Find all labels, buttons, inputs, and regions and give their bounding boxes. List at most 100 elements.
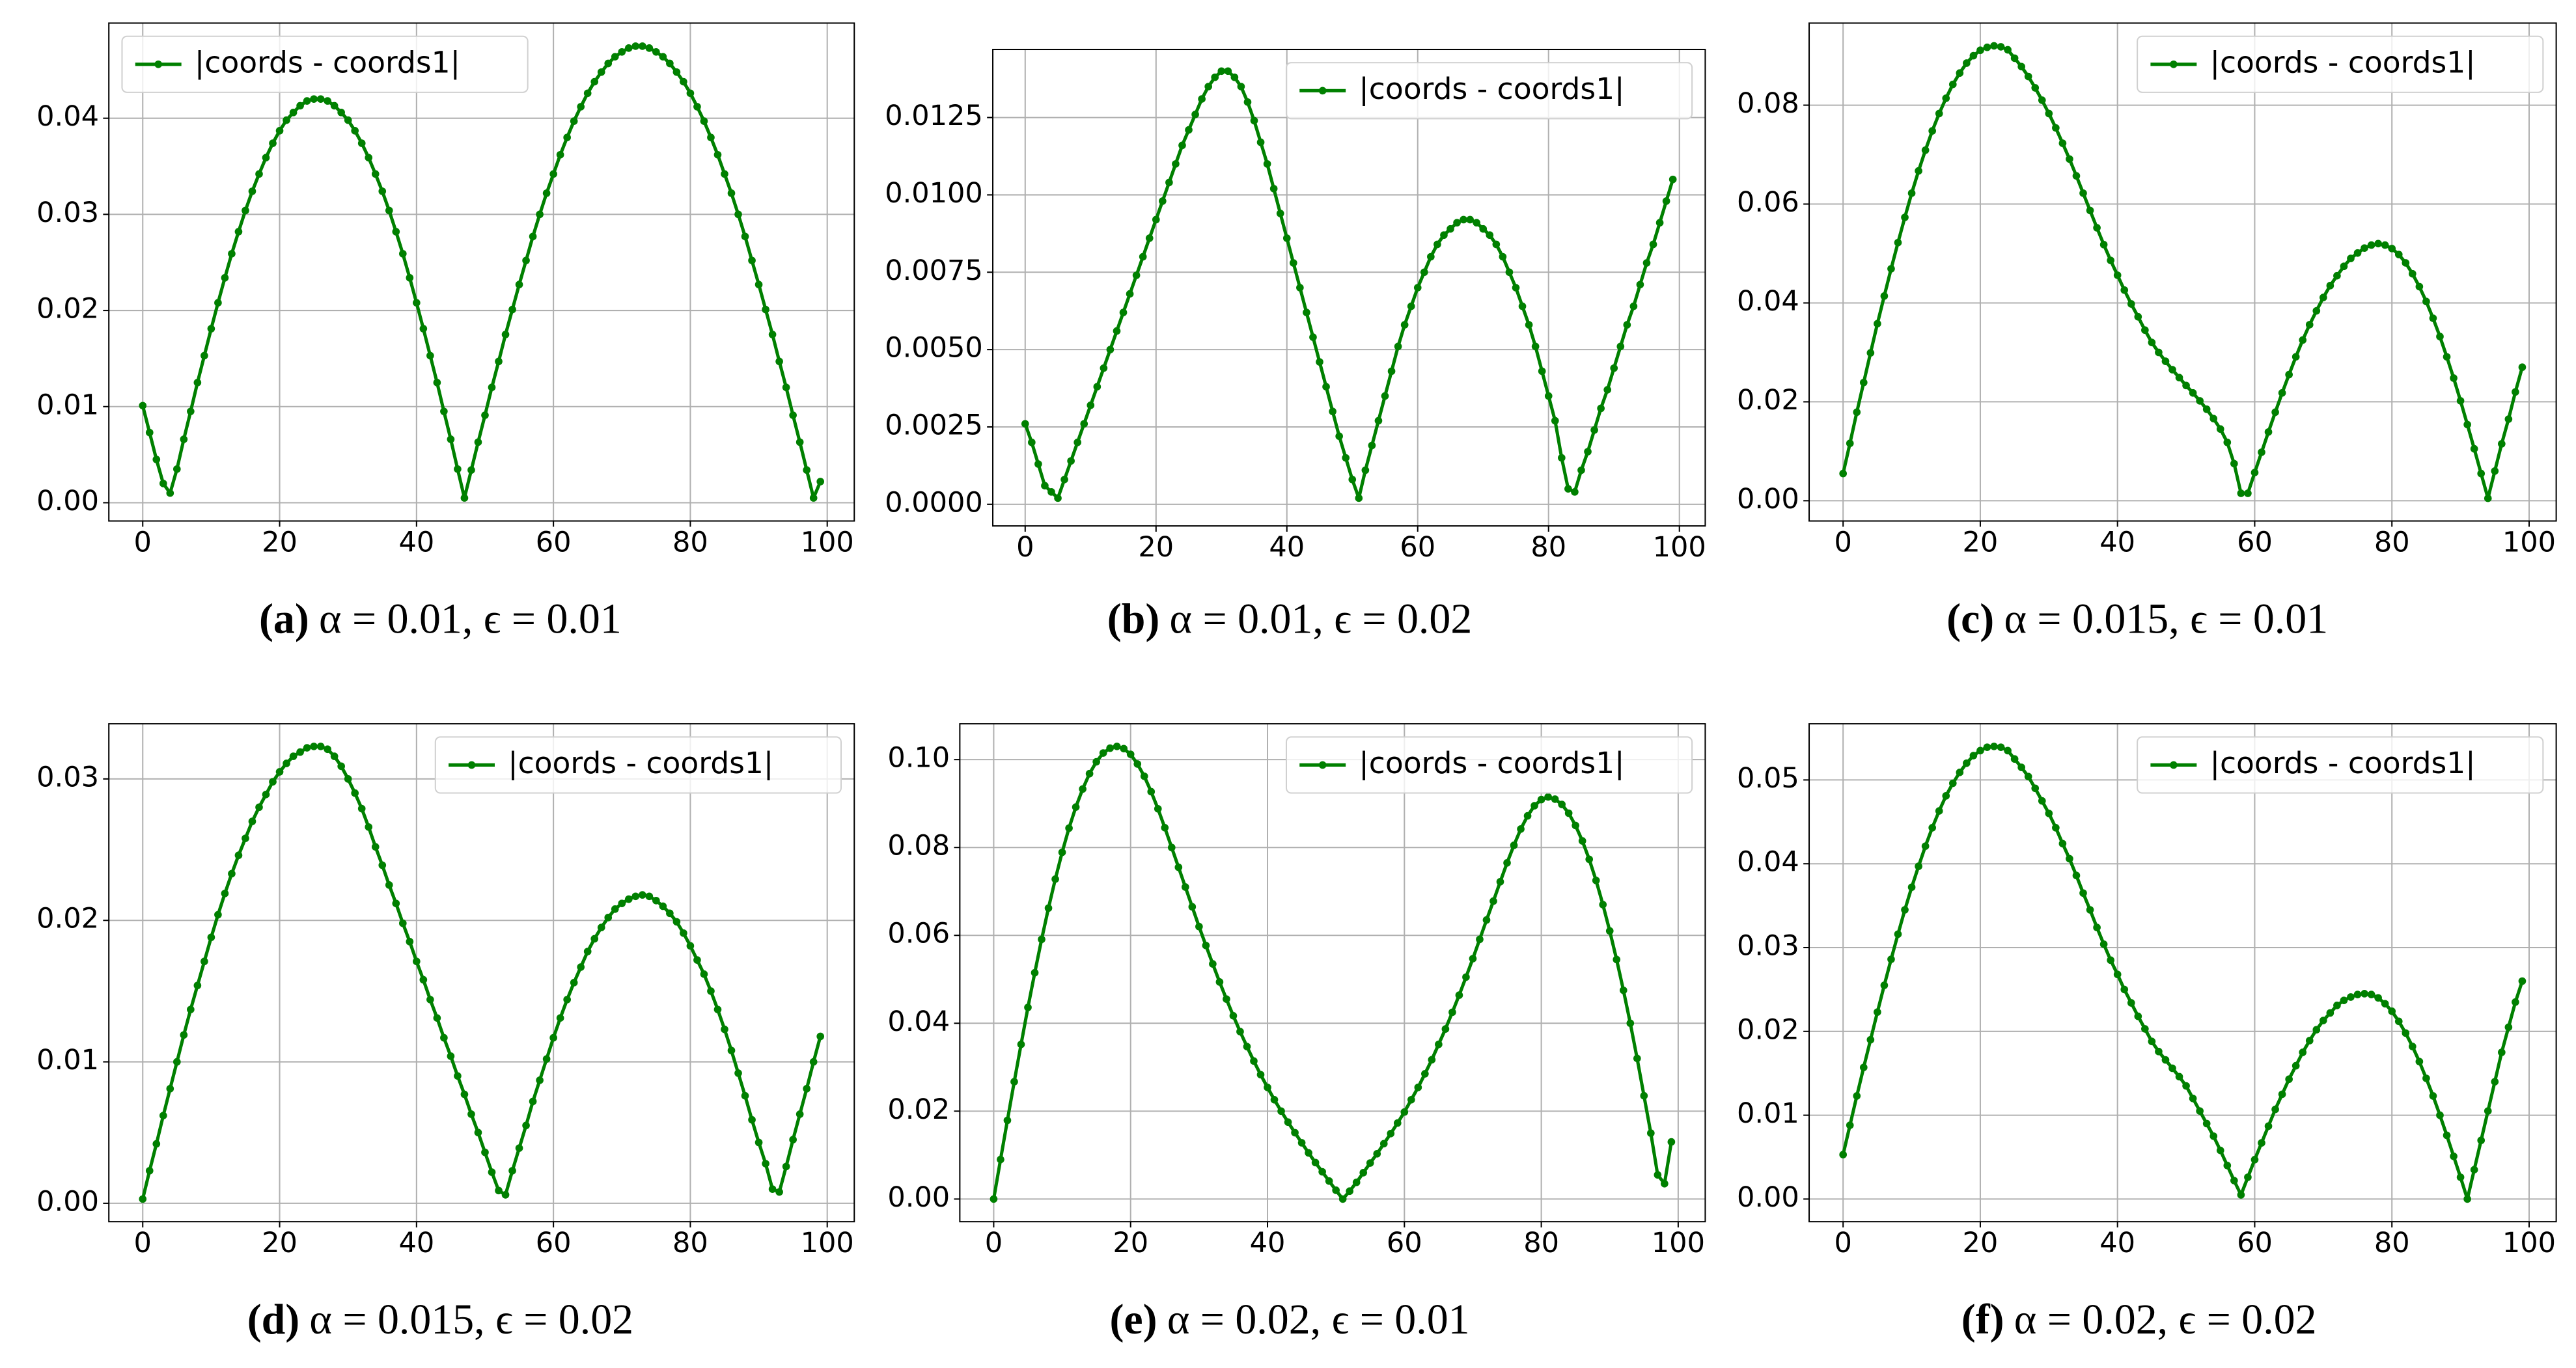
caption-text: α = 0.015, ϵ = 0.02 <box>309 1296 633 1343</box>
data-point <box>1887 265 1895 273</box>
y-tick-label: 0.08 <box>1737 87 1799 120</box>
x-tick-label: 80 <box>2374 526 2410 558</box>
data-point <box>1907 883 1916 892</box>
data-point <box>1342 454 1350 462</box>
data-point <box>1322 383 1330 391</box>
data-point <box>1564 809 1573 817</box>
data-point <box>631 42 640 50</box>
data-point <box>242 206 249 215</box>
data-point <box>2470 1166 2478 1174</box>
data-point <box>1647 1129 1655 1137</box>
legend-marker <box>1318 761 1327 769</box>
data-point <box>296 748 304 756</box>
data-point <box>1597 404 1605 413</box>
data-point <box>1453 219 1461 227</box>
data-point <box>1230 73 1239 81</box>
data-point <box>2113 271 2122 279</box>
data-point <box>1174 863 1183 871</box>
data-point <box>1558 800 1566 808</box>
data-point <box>173 1058 181 1066</box>
y-tick-label: 0.05 <box>1737 762 1799 795</box>
data-point <box>1031 968 1039 977</box>
data-point <box>1051 875 1059 883</box>
data-point <box>1058 848 1066 856</box>
data-point <box>2271 1105 2279 1114</box>
data-point <box>1976 746 1984 755</box>
data-point <box>2120 985 2129 994</box>
legend-label: |coords - coords1| <box>1359 72 1624 107</box>
data-point <box>2141 326 2149 335</box>
data-point <box>2107 256 2114 264</box>
data-point <box>2518 363 2527 372</box>
x-tick-label: 60 <box>2237 526 2273 558</box>
data-point <box>1859 1063 1868 1072</box>
data-point <box>2470 445 2478 453</box>
x-tick-label: 100 <box>1653 531 1706 564</box>
data-point <box>1427 253 1435 261</box>
data-point <box>419 976 428 984</box>
data-point <box>139 1195 147 1203</box>
data-point <box>2402 1029 2410 1037</box>
data-point <box>2450 374 2458 382</box>
x-tick-label: 0 <box>1834 1227 1851 1259</box>
data-point <box>180 435 188 443</box>
data-point <box>1603 386 1612 394</box>
data-point <box>1523 812 1532 820</box>
data-point <box>590 935 599 943</box>
data-point <box>426 351 434 360</box>
data-point <box>990 1195 998 1203</box>
data-point <box>289 108 298 116</box>
data-point <box>2113 970 2122 979</box>
data-point <box>803 466 810 474</box>
data-point <box>1119 308 1128 316</box>
legend-marker <box>154 60 163 68</box>
data-point <box>1161 823 1169 832</box>
data-point <box>2271 408 2279 417</box>
caption: (a) α = 0.01, ϵ = 0.01 <box>259 595 622 643</box>
data-point <box>1303 308 1310 316</box>
data-point <box>597 68 605 76</box>
data-point <box>242 834 249 842</box>
data-point <box>1473 219 1481 227</box>
data-point <box>392 228 400 236</box>
data-point <box>645 44 654 52</box>
data-point <box>2182 1082 2190 1090</box>
data-point <box>1983 43 1991 51</box>
data-point <box>2052 124 2060 132</box>
data-point <box>283 116 290 124</box>
data-point <box>1928 823 1937 832</box>
data-point <box>638 891 646 899</box>
data-point <box>1348 475 1357 484</box>
data-point <box>357 139 366 147</box>
data-point <box>1853 1092 1861 1100</box>
data-point <box>2436 333 2444 340</box>
data-point <box>371 170 380 178</box>
data-point <box>2361 244 2368 252</box>
y-tick-label: 0.04 <box>1737 285 1799 318</box>
data-point <box>2518 977 2527 985</box>
x-tick-label: 100 <box>801 526 854 558</box>
data-point <box>1243 1043 1251 1050</box>
data-point <box>454 1072 462 1080</box>
data-point <box>2223 1162 2232 1170</box>
axes-frame <box>1808 723 2557 1223</box>
data-point <box>1359 1169 1368 1177</box>
data-point <box>789 1136 797 1143</box>
data-point <box>159 1112 167 1119</box>
data-point <box>1065 824 1073 832</box>
data-point <box>501 331 510 338</box>
data-point <box>2010 755 2019 763</box>
data-point <box>1853 408 1861 417</box>
data-point <box>549 170 557 178</box>
data-point <box>2436 1111 2444 1119</box>
data-point <box>1901 213 1909 221</box>
data-point <box>1613 955 1621 964</box>
data-point <box>1963 59 1971 67</box>
data-point <box>748 256 756 265</box>
data-point <box>467 1110 475 1118</box>
data-point <box>385 881 393 889</box>
data-point <box>1874 1008 1881 1017</box>
data-point <box>1496 878 1504 886</box>
data-point <box>1486 231 1494 239</box>
data-point <box>1276 210 1284 217</box>
